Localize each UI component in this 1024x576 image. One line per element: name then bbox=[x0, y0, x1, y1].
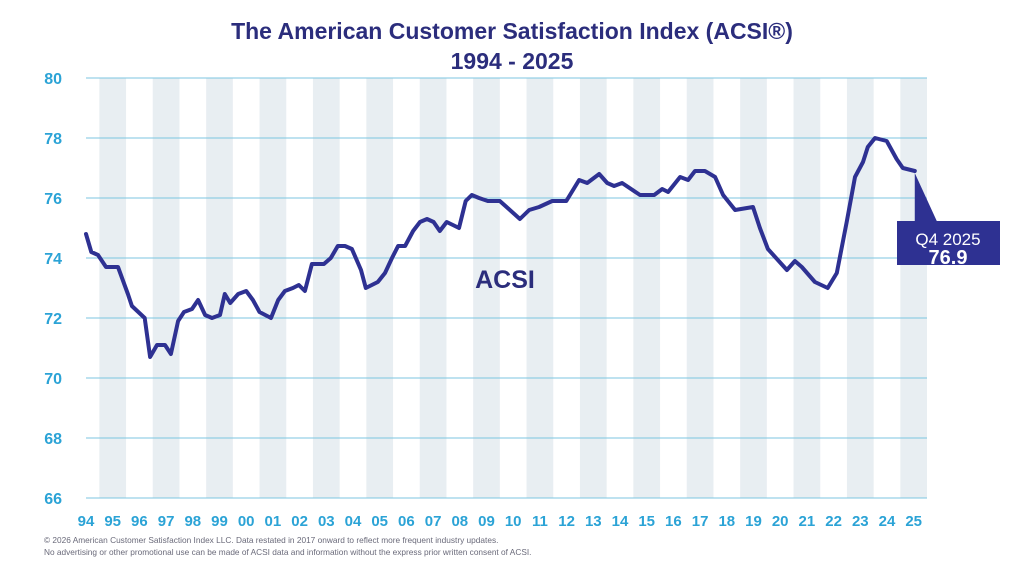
callout-value: 76.9 bbox=[929, 247, 968, 269]
y-tick-label: 76 bbox=[44, 191, 62, 208]
callout-box bbox=[897, 173, 1000, 265]
x-tick-label: 06 bbox=[398, 513, 415, 530]
x-tick-label: 15 bbox=[638, 513, 655, 530]
year-band bbox=[419, 78, 447, 498]
x-tick-label: 99 bbox=[211, 513, 228, 530]
year-band bbox=[152, 78, 180, 498]
x-tick-label: 14 bbox=[612, 513, 629, 530]
x-tick-label: 16 bbox=[665, 513, 682, 530]
x-tick-label: 18 bbox=[718, 513, 735, 530]
year-band bbox=[312, 78, 340, 498]
x-tick-label: 00 bbox=[238, 513, 255, 530]
year-band bbox=[740, 78, 767, 498]
y-tick-label: 66 bbox=[44, 491, 62, 508]
year-band bbox=[206, 78, 233, 498]
year-band bbox=[473, 78, 500, 498]
year-band bbox=[526, 78, 554, 498]
x-tick-label: 12 bbox=[558, 513, 575, 530]
x-tick-label: 95 bbox=[104, 513, 121, 530]
x-tick-label: 08 bbox=[451, 513, 468, 530]
x-tick-label: 02 bbox=[291, 513, 308, 530]
year-band bbox=[259, 78, 287, 498]
x-tick-label: 24 bbox=[879, 513, 896, 530]
y-tick-label: 68 bbox=[44, 431, 62, 448]
year-band bbox=[846, 78, 874, 498]
x-tick-label: 94 bbox=[78, 513, 95, 530]
x-tick-label: 98 bbox=[184, 513, 201, 530]
x-tick-label: 09 bbox=[478, 513, 495, 530]
x-tick-label: 20 bbox=[772, 513, 789, 530]
acsi-series-line bbox=[84, 136, 917, 359]
copyright-note: © 2026 American Customer Satisfaction In… bbox=[44, 535, 499, 545]
year-band bbox=[793, 78, 821, 498]
y-tick-label: 78 bbox=[44, 131, 62, 148]
x-tick-label: 97 bbox=[158, 513, 175, 530]
year-band bbox=[633, 78, 661, 498]
x-tick-label: 13 bbox=[585, 513, 602, 530]
year-band bbox=[579, 78, 607, 498]
year-band bbox=[900, 78, 927, 498]
usage-note: No advertising or other promotional use … bbox=[44, 547, 532, 557]
x-tick-label: 04 bbox=[345, 513, 362, 530]
chart-title: The American Customer Satisfaction Index… bbox=[231, 18, 793, 44]
y-tick-label: 80 bbox=[44, 71, 62, 88]
x-tick-label: 01 bbox=[265, 513, 282, 530]
x-tick-label: 10 bbox=[505, 513, 522, 530]
x-tick-label: 11 bbox=[532, 513, 548, 530]
year-band bbox=[99, 78, 127, 498]
y-tick-label: 70 bbox=[44, 371, 62, 388]
x-tick-label: 03 bbox=[318, 513, 335, 530]
series-label-acsi: ACSI bbox=[475, 266, 535, 294]
x-tick-label: 23 bbox=[852, 513, 869, 530]
x-tick-label: 17 bbox=[692, 513, 709, 530]
x-tick-label: 96 bbox=[131, 513, 148, 530]
callout-period: Q4 2025 bbox=[915, 230, 980, 249]
year-band bbox=[366, 78, 394, 498]
y-tick-label: 74 bbox=[44, 251, 62, 268]
latest-value-callout: Q4 2025 76.9 bbox=[897, 173, 1000, 269]
x-tick-label: 25 bbox=[905, 513, 922, 530]
x-tick-label: 05 bbox=[371, 513, 388, 530]
x-tick-label: 19 bbox=[745, 513, 762, 530]
x-tick-label: 21 bbox=[799, 513, 816, 530]
x-tick-label: 07 bbox=[425, 513, 442, 530]
y-tick-label: 72 bbox=[44, 311, 62, 328]
year-band bbox=[686, 78, 714, 498]
chart-subtitle: 1994 - 2025 bbox=[450, 48, 574, 74]
x-tick-label: 22 bbox=[825, 513, 842, 530]
